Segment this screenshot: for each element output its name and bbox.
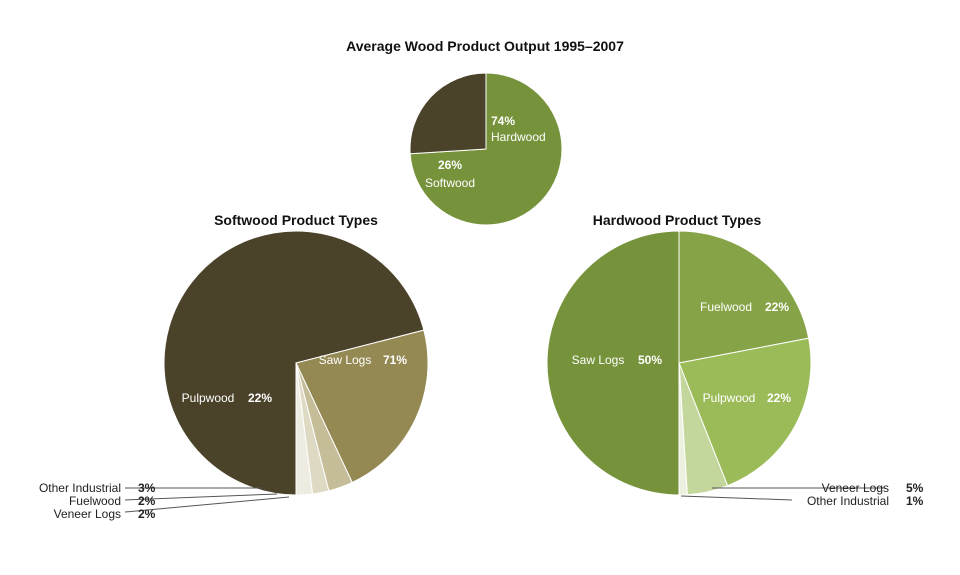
hardwood-leader-other-industrial bbox=[680, 495, 793, 501]
hardwood-label-veneer-logs: Veneer Logs bbox=[822, 481, 889, 495]
hardwood-label-fuelwood: Fuelwood bbox=[700, 300, 752, 314]
hardwood-types-pie: Fuelwood 22% Pulpwood 22% Veneer Logs 5% Other… bbox=[546, 230, 924, 508]
hardwood-value-veneer-logs: 5% bbox=[906, 481, 924, 495]
softwood-leader-veneer-logs bbox=[124, 496, 290, 513]
softwood-slice-veneer-logs bbox=[295, 362, 314, 496]
main-chart-title: Average Wood Product Output 1995–2007 bbox=[346, 38, 624, 54]
hardwood-slice-saw-logs bbox=[546, 230, 680, 496]
softwood-slice-pulpwood bbox=[295, 329, 429, 484]
hardwood-value-pulpwood: 22% bbox=[767, 391, 791, 405]
softwood-label-other-industrial: Other Industrial bbox=[39, 481, 121, 495]
hardwood-value-fuelwood: 22% bbox=[765, 300, 789, 314]
softwood-label-saw-logs: Saw Logs bbox=[319, 353, 372, 367]
softwood-label-pulpwood: Pulpwood bbox=[182, 391, 235, 405]
softwood-slice-saw-logs bbox=[163, 230, 425, 496]
output-slice-softwood bbox=[409, 72, 487, 155]
softwood-value-other-industrial: 3% bbox=[138, 481, 156, 495]
softwood-value-fuelwood: 2% bbox=[138, 494, 156, 508]
hardwood-slice-fuelwood bbox=[678, 230, 810, 364]
softwood-leader-fuelwood bbox=[124, 493, 278, 501]
output-label-hardwood: Hardwood bbox=[491, 130, 546, 144]
output-value-hardwood: 74% bbox=[491, 114, 515, 128]
softwood-value-veneer-logs: 2% bbox=[138, 507, 156, 521]
average-output-pie: Hardwood 74% Softwood 26% bbox=[409, 72, 563, 226]
softwood-value-pulpwood: 22% bbox=[248, 391, 272, 405]
hardwood-chart-title: Hardwood Product Types bbox=[593, 212, 762, 228]
output-label-softwood: Softwood bbox=[425, 176, 475, 190]
softwood-label-veneer-logs: Veneer Logs bbox=[54, 507, 121, 521]
softwood-types-pie: Saw Logs 71% Pulpwood 22% Other Industrial 3%… bbox=[39, 230, 429, 521]
hardwood-value-saw-logs: 50% bbox=[638, 353, 662, 367]
softwood-label-fuelwood: Fuelwood bbox=[69, 494, 121, 508]
output-value-softwood: 26% bbox=[438, 158, 462, 172]
softwood-value-saw-logs: 71% bbox=[383, 353, 407, 367]
hardwood-value-other-industrial: 1% bbox=[906, 494, 924, 508]
hardwood-slice-pulpwood bbox=[678, 337, 812, 487]
hardwood-label-other-industrial: Other Industrial bbox=[807, 494, 889, 508]
hardwood-label-pulpwood: Pulpwood bbox=[703, 391, 756, 405]
softwood-chart-title: Softwood Product Types bbox=[214, 212, 378, 228]
hardwood-label-saw-logs: Saw Logs bbox=[572, 353, 625, 367]
